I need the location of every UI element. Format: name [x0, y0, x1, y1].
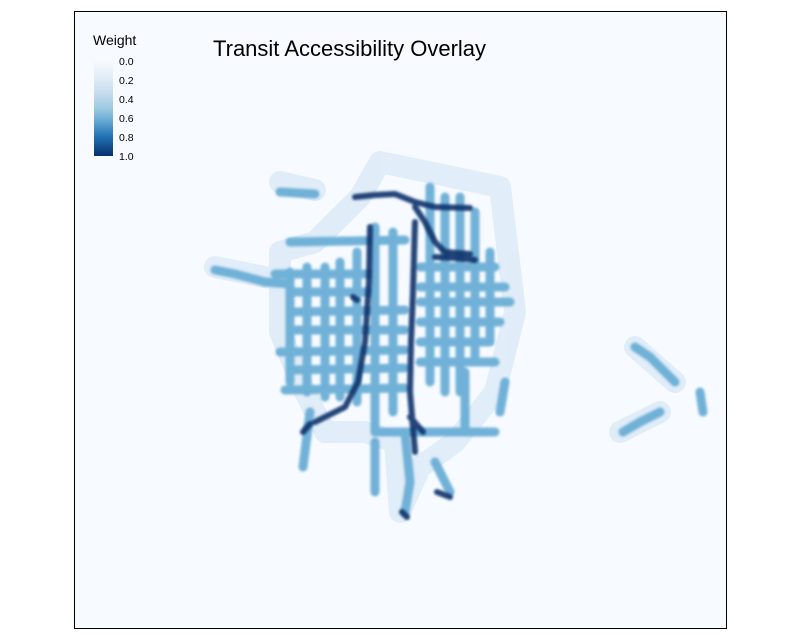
map-panel[interactable]: Transit Accessibility Overlay Weight 0.0… [74, 11, 727, 629]
legend-label: 0.8 [119, 132, 134, 144]
heatmap-canvas[interactable] [75, 12, 727, 629]
heat-streets-layer [210, 182, 708, 517]
legend-body: 0.0 0.2 0.4 0.6 0.8 1.0 [91, 56, 136, 163]
legend-label: 0.2 [119, 75, 134, 87]
legend: Weight 0.0 0.2 0.4 0.6 0.8 1.0 [91, 32, 137, 163]
map-title: Transit Accessibility Overlay [213, 36, 487, 61]
heat-corridors-layer [300, 191, 478, 520]
legend-label: 0.6 [119, 113, 134, 125]
legend-label: 0.0 [119, 56, 134, 68]
legend-colorbar [94, 60, 113, 156]
legend-label: 1.0 [119, 151, 134, 163]
legend-title: Weight [93, 32, 137, 48]
legend-label: 0.4 [119, 94, 134, 106]
